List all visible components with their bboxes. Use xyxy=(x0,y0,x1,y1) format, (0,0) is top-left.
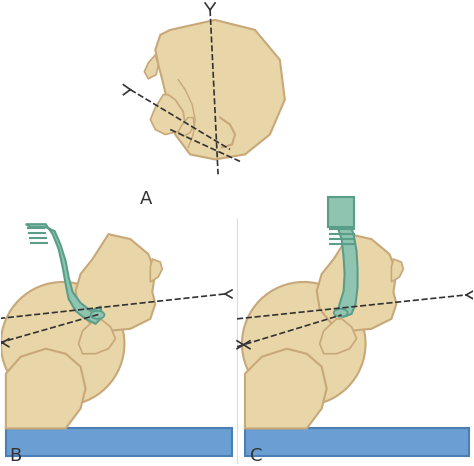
Text: C: C xyxy=(250,447,263,466)
Polygon shape xyxy=(317,234,396,331)
Polygon shape xyxy=(329,224,357,317)
Polygon shape xyxy=(178,117,194,137)
Polygon shape xyxy=(245,349,327,428)
Polygon shape xyxy=(155,20,285,159)
Polygon shape xyxy=(6,349,85,428)
Ellipse shape xyxy=(334,309,347,317)
Polygon shape xyxy=(150,259,162,282)
Ellipse shape xyxy=(91,311,104,319)
Circle shape xyxy=(1,282,124,405)
Polygon shape xyxy=(75,234,155,331)
Text: A: A xyxy=(140,190,153,208)
Polygon shape xyxy=(245,428,469,456)
Polygon shape xyxy=(145,55,158,79)
Polygon shape xyxy=(150,95,185,135)
Polygon shape xyxy=(319,319,356,354)
Circle shape xyxy=(242,282,365,405)
Polygon shape xyxy=(26,224,102,324)
Polygon shape xyxy=(392,259,403,282)
Text: B: B xyxy=(9,447,21,466)
Polygon shape xyxy=(79,319,116,354)
Polygon shape xyxy=(6,428,232,456)
FancyBboxPatch shape xyxy=(328,197,354,227)
